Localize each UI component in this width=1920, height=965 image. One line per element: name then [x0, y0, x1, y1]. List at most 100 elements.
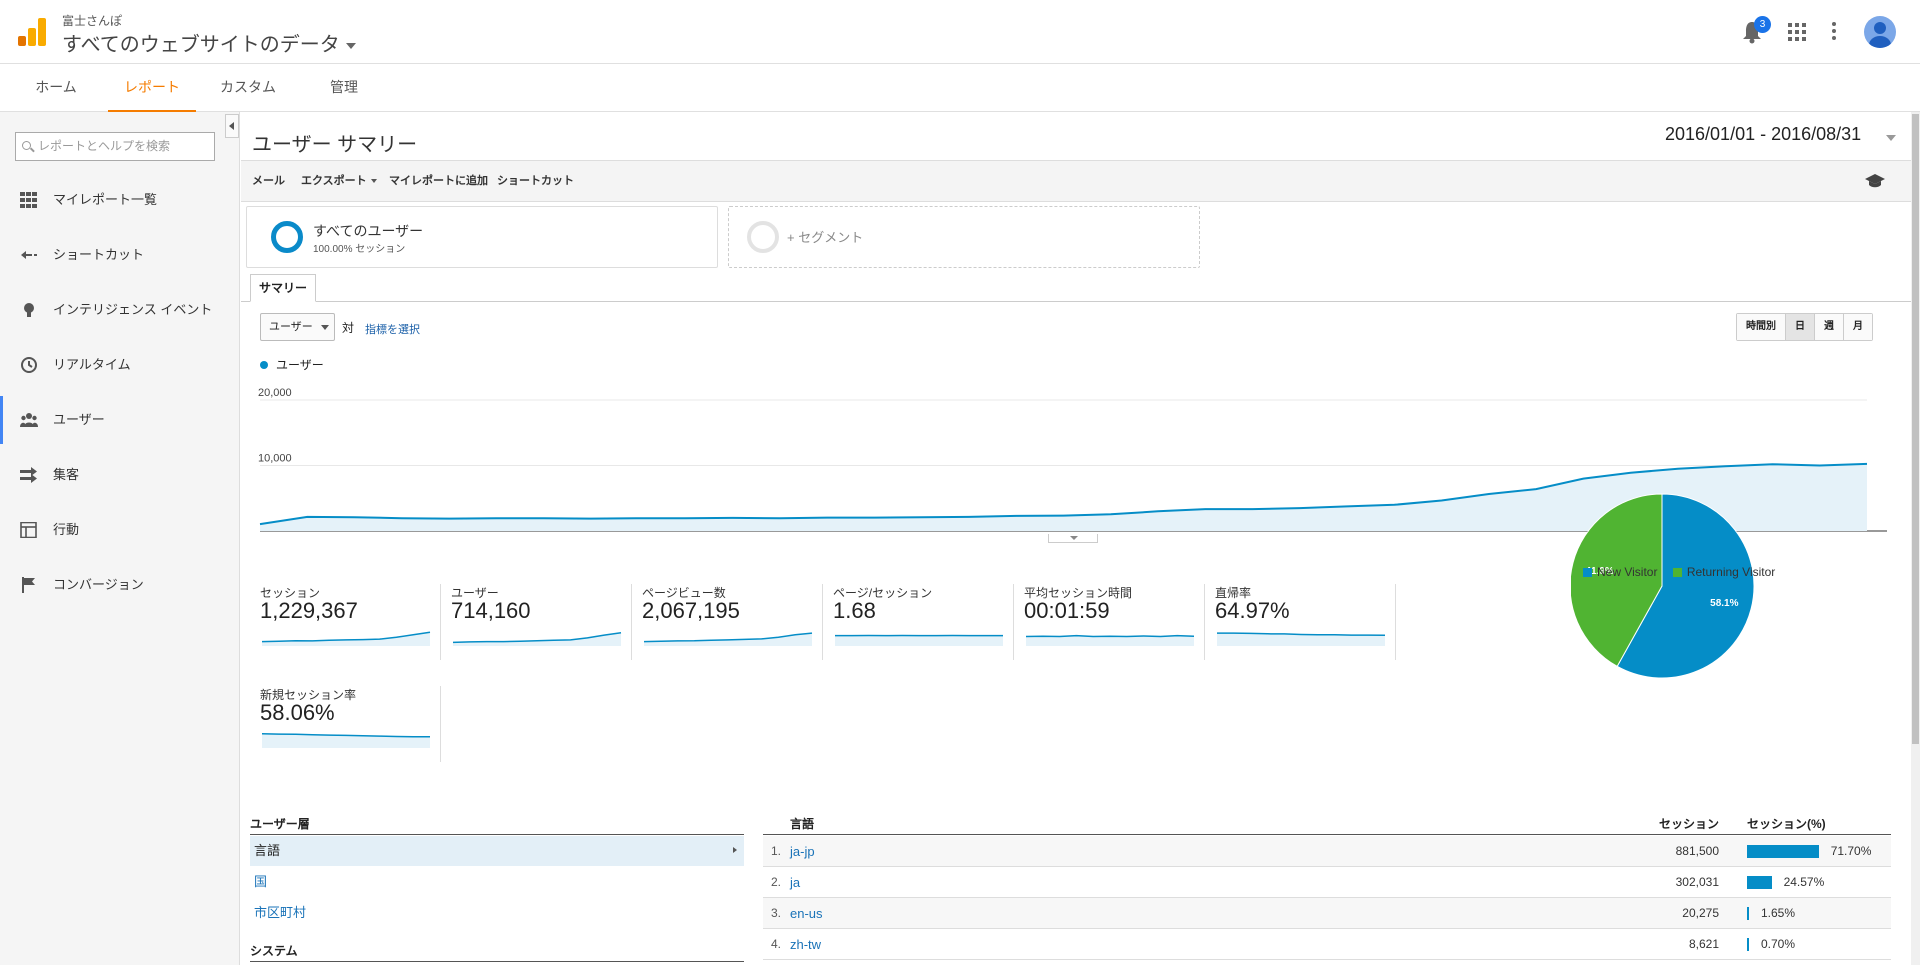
- metric-tile[interactable]: 直帰率 64.97%: [1215, 584, 1405, 659]
- table-row[interactable]: 2. ja 302,031 24.57%: [763, 867, 1891, 898]
- segment-all-users[interactable]: すべてのユーザー 100.00% セッション: [246, 206, 718, 268]
- segment-share: 100.00% セッション: [313, 244, 406, 255]
- sidebar-item-behavior[interactable]: 行動: [0, 506, 240, 554]
- row-sessions: 881,500: [1675, 844, 1719, 858]
- account-name: 富士さんぽ: [62, 14, 123, 28]
- tab-home[interactable]: ホーム: [35, 79, 77, 95]
- export-button[interactable]: エクスポート: [301, 161, 377, 201]
- row-rank: 1.: [771, 844, 782, 858]
- language-link[interactable]: en-us: [790, 906, 823, 921]
- metric-tile[interactable]: ページ/セッション 1.68: [833, 584, 1023, 659]
- metric-value: 1,229,367: [260, 598, 358, 623]
- add-to-dashboard-button[interactable]: マイレポートに追加: [389, 175, 488, 187]
- table-row[interactable]: 4. zh-tw 8,621 0.70%: [763, 929, 1891, 960]
- table-row[interactable]: 1. ja-jp 881,500 71.70%: [763, 836, 1891, 867]
- period-hourly-button[interactable]: 時間別: [1737, 314, 1786, 340]
- apps-grid-icon[interactable]: [1788, 23, 1806, 41]
- sidebar-item-label: マイレポート一覧: [53, 192, 158, 207]
- metric-sparkline: [453, 632, 622, 646]
- select-metric-link[interactable]: 指標を選択: [365, 324, 420, 336]
- metric-tile[interactable]: ユーザー 714,160: [451, 584, 641, 659]
- row-rank: 3.: [771, 906, 782, 920]
- table-header: 言語 セッション セッション(%): [763, 813, 1891, 835]
- row-percent: 71.70%: [1830, 844, 1872, 858]
- search-input[interactable]: レポートとヘルプを検索: [15, 132, 215, 161]
- metric-dropdown[interactable]: ユーザー: [260, 313, 335, 341]
- row-percent: 1.65%: [1761, 906, 1796, 920]
- clock-icon: [21, 357, 37, 373]
- metric-value: 64.97%: [1215, 598, 1290, 623]
- share-bar: [1747, 876, 1772, 889]
- sidebar-item-label: 集客: [53, 467, 80, 482]
- metric-tile[interactable]: 平均セッション時間 00:01:59: [1024, 584, 1214, 659]
- sidebar-item-intelligence[interactable]: インテリジェンス イベント: [0, 286, 240, 334]
- page-scrollbar[interactable]: [1911, 112, 1920, 965]
- y-tick-label: 10,000: [258, 453, 292, 465]
- metric-sparkline: [262, 732, 430, 748]
- more-vert-icon[interactable]: [1832, 22, 1836, 40]
- sidebar-item-acquisition[interactable]: 集客: [0, 451, 240, 499]
- table-row[interactable]: 3. en-us 20,275 1.65%: [763, 898, 1891, 929]
- pie-slice[interactable]: [1616, 493, 1755, 679]
- tab-admin[interactable]: 管理: [330, 79, 358, 95]
- sidebar-item-audience[interactable]: ユーザー: [0, 396, 240, 444]
- chevron-down-icon[interactable]: [1881, 124, 1901, 150]
- column-language: 言語: [790, 817, 815, 831]
- graduation-cap-icon[interactable]: [1865, 174, 1885, 188]
- metric-tile[interactable]: 新規セッション率 58.06%: [260, 686, 450, 761]
- metric-tile[interactable]: セッション 1,229,367: [260, 584, 450, 659]
- y-tick-label: 20,000: [258, 387, 292, 399]
- column-sessions[interactable]: セッション: [1658, 817, 1719, 831]
- tab-summary[interactable]: サマリー: [250, 274, 317, 302]
- sidebar-item-realtime[interactable]: リアルタイム: [0, 341, 240, 389]
- date-range-picker[interactable]: 2016/01/01 - 2016/08/31: [1665, 124, 1862, 144]
- series-area: [260, 463, 1867, 531]
- analytics-logo-icon[interactable]: [18, 18, 46, 46]
- metric-label: 平均セッション時間: [1024, 586, 1133, 600]
- main-tabs: ホーム レポート カスタム 管理: [0, 64, 1920, 112]
- language-link[interactable]: ja: [790, 875, 801, 890]
- system-heading: システム: [250, 940, 744, 962]
- pie-slice[interactable]: [1571, 493, 1663, 668]
- metric-divider: [822, 584, 823, 660]
- acquisition-icon: [20, 467, 37, 483]
- sidebar-item-conversions[interactable]: コンバージョン: [0, 561, 240, 609]
- tab-custom[interactable]: カスタム: [220, 79, 276, 95]
- period-day-button[interactable]: 日: [1786, 314, 1815, 340]
- add-segment-button[interactable]: + セグメント: [728, 206, 1200, 268]
- language-link[interactable]: ja-jp: [790, 844, 815, 859]
- period-month-button[interactable]: 月: [1844, 314, 1872, 340]
- collapse-sidebar-button[interactable]: [225, 114, 239, 138]
- period-week-button[interactable]: 週: [1815, 314, 1844, 340]
- report-area: ユーザー サマリー 2016/01/01 - 2016/08/31 メール エク…: [241, 112, 1911, 965]
- metric-divider: [440, 686, 441, 762]
- tab-reports[interactable]: レポート: [108, 64, 196, 112]
- visitor-pie-chart[interactable]: 58.1% 41.9%: [1571, 467, 1801, 707]
- metric-divider: [631, 584, 632, 660]
- column-session-percent[interactable]: セッション(%): [1747, 817, 1826, 831]
- metric-value: 00:01:59: [1024, 598, 1110, 623]
- page-title: ユーザー サマリー: [252, 134, 418, 156]
- period-selector: 時間別 日 週 月: [1736, 313, 1873, 341]
- share-bar: [1747, 938, 1749, 951]
- property-name: すべてのウェブサイトのデータ: [62, 34, 340, 56]
- people-icon: [20, 413, 38, 427]
- dimension-country[interactable]: 国: [254, 874, 268, 889]
- divider: [241, 301, 1911, 302]
- metric-label: ページビュー数: [642, 586, 726, 600]
- language-link[interactable]: zh-tw: [790, 937, 822, 952]
- metric-sparkline: [644, 632, 813, 646]
- search-icon: [22, 141, 31, 150]
- shortcut-icon: [21, 251, 37, 259]
- sidebar-item-dashboards[interactable]: マイレポート一覧: [0, 176, 240, 224]
- empty-segment-ring-icon: [747, 221, 779, 253]
- dimension-city[interactable]: 市区町村: [254, 905, 307, 920]
- dimension-language[interactable]: 言語: [250, 836, 744, 866]
- email-button[interactable]: メール: [252, 175, 285, 187]
- property-selector[interactable]: すべてのウェブサイトのデータ: [62, 28, 356, 57]
- metric-tile[interactable]: ページビュー数 2,067,195: [642, 584, 832, 659]
- chart-expander[interactable]: [1048, 534, 1098, 543]
- avatar[interactable]: [1864, 16, 1896, 48]
- shortcut-button[interactable]: ショートカット: [497, 175, 574, 187]
- sidebar-item-shortcuts[interactable]: ショートカット: [0, 231, 240, 279]
